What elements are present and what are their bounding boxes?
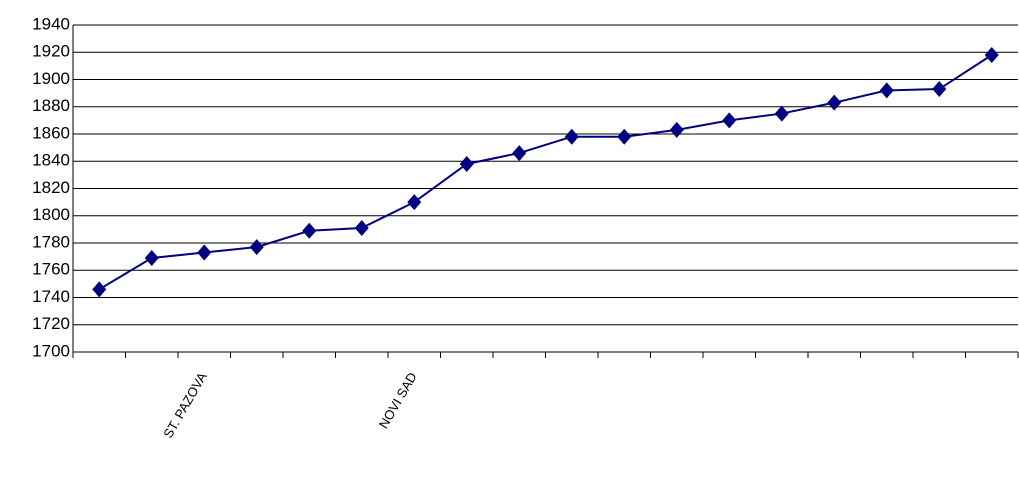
marker	[722, 112, 737, 129]
y-tick-label: 1860	[32, 123, 70, 142]
marker	[669, 121, 684, 138]
y-tick-label: 1820	[32, 178, 70, 197]
y-tick-label: 1780	[32, 232, 70, 251]
y-tick-label: 1920	[32, 42, 70, 61]
marker	[827, 94, 842, 111]
marker	[407, 194, 422, 211]
marker	[459, 155, 474, 172]
line	[98, 54, 993, 291]
marker	[932, 81, 947, 98]
marker	[774, 105, 789, 122]
marker	[144, 249, 159, 266]
y-tick-label: 1720	[32, 314, 70, 333]
y-tick-label: 1740	[32, 287, 70, 306]
x-tick-label: NOVI SAD	[376, 370, 420, 431]
y-tick-label: 1800	[32, 205, 70, 224]
y-tick-label: 1880	[32, 96, 70, 115]
marker	[984, 46, 999, 63]
y-tick-label: 1900	[32, 69, 70, 88]
marker	[512, 145, 527, 162]
y-tick-label: 1760	[32, 260, 70, 279]
marker	[564, 128, 579, 145]
x-tick-label: ST. PAZOVA	[160, 369, 210, 440]
marker	[249, 239, 264, 256]
marker	[302, 222, 317, 239]
marker	[879, 82, 894, 99]
y-tick-label: 1700	[32, 341, 70, 360]
marker	[354, 220, 369, 237]
y-tick-label: 1840	[32, 151, 70, 170]
marker	[92, 281, 107, 298]
marker	[197, 244, 212, 261]
y-tick-label: 1940	[32, 14, 70, 33]
marker	[617, 128, 632, 145]
